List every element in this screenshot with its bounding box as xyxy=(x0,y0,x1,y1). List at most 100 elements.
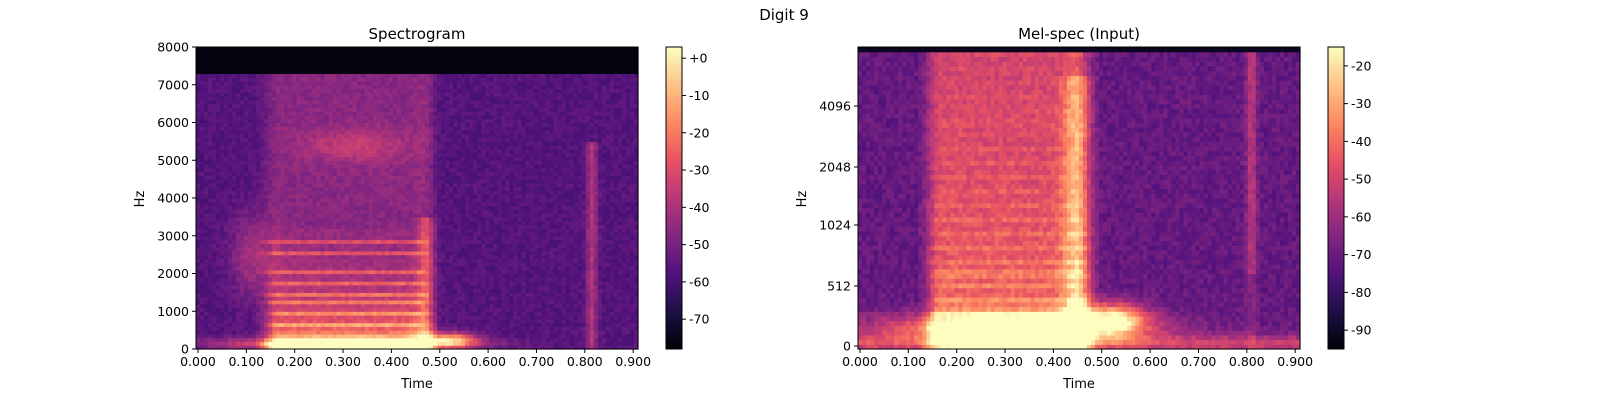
spectrogram-cell xyxy=(268,277,273,282)
spectrogram-cell xyxy=(425,114,430,120)
spectrogram-cell xyxy=(412,111,418,116)
spectrogram-cell xyxy=(256,130,261,135)
spectrogram-cell xyxy=(376,156,382,161)
spectrogram-cell xyxy=(252,231,257,237)
spectrogram-cell xyxy=(425,243,430,248)
spectrogram-cell xyxy=(292,345,298,350)
spectrogram-cell xyxy=(272,201,277,207)
spectrogram-cell xyxy=(352,216,358,222)
spectrogram-cell xyxy=(336,96,342,101)
spectrogram-cell xyxy=(280,333,285,339)
spectrogram-cell xyxy=(272,179,277,184)
spectrogram-cell xyxy=(441,99,446,105)
spectrogram-cell xyxy=(336,235,342,241)
spectrogram-cell xyxy=(264,160,269,165)
spectrogram-cell xyxy=(364,148,370,154)
spectrogram-cell xyxy=(376,341,382,346)
spectrogram-cell xyxy=(212,96,217,101)
spectrogram-cell xyxy=(272,130,277,135)
spectrogram-cell xyxy=(320,220,326,226)
spectrogram-cell xyxy=(240,111,245,116)
spectrogram-cell xyxy=(396,50,402,56)
spectrogram-cell xyxy=(400,292,406,297)
spectrogram-cell xyxy=(320,250,326,256)
spectrogram-cell xyxy=(232,198,237,203)
spectrogram-cell xyxy=(288,111,294,116)
spectrogram-cell xyxy=(408,205,414,210)
spectrogram-cell xyxy=(228,299,233,305)
spectrogram-cell xyxy=(412,198,418,203)
spectrogram-cell xyxy=(216,198,221,203)
spectrogram-cell xyxy=(252,281,257,286)
spectrogram-cell xyxy=(328,73,334,78)
spectrogram-cell xyxy=(232,62,237,67)
spectrogram-cell xyxy=(232,330,237,335)
spectrogram-cell xyxy=(312,145,318,150)
spectrogram-cell xyxy=(232,269,237,275)
spectrogram-cell xyxy=(352,213,358,218)
spectrogram-cell xyxy=(212,201,217,207)
spectrogram-cell xyxy=(388,315,394,320)
spectrogram-cell xyxy=(348,265,354,271)
spectrogram-cell xyxy=(284,288,290,293)
spectrogram-cell xyxy=(284,284,290,290)
spectrogram-cell xyxy=(256,318,261,324)
spectrogram-cell xyxy=(224,277,229,282)
spectrogram-cell xyxy=(200,186,205,192)
spectrogram-cell xyxy=(344,171,350,176)
spectrogram-cell xyxy=(300,145,306,150)
spectrogram-cell xyxy=(400,205,406,210)
spectrogram-cell xyxy=(216,220,221,226)
spectrogram-cell xyxy=(404,73,410,78)
spectrogram-cell xyxy=(396,137,402,142)
spectrogram-cell xyxy=(437,137,442,142)
spectrogram-cell xyxy=(312,216,318,222)
spectrogram-cell xyxy=(316,228,322,233)
spectrogram-cell xyxy=(429,269,434,275)
spectrogram-cell xyxy=(396,311,402,316)
spectrogram-cell xyxy=(408,235,414,241)
spectrogram-cell xyxy=(216,145,221,150)
spectrogram-cell xyxy=(232,265,237,271)
spectrogram-cell xyxy=(300,103,306,109)
spectrogram-cell xyxy=(388,122,394,127)
spectrogram-cell xyxy=(328,152,334,158)
spectrogram-cell xyxy=(292,167,298,173)
spectrogram-cell xyxy=(332,198,338,203)
spectrogram-cell xyxy=(284,247,290,252)
spectrogram-cell xyxy=(417,213,422,218)
spectrogram-cell xyxy=(344,167,350,173)
spectrogram-cell xyxy=(404,330,410,335)
spectrogram-cell xyxy=(296,175,302,180)
spectrogram-cell xyxy=(316,299,322,305)
spectrogram-cell xyxy=(417,54,422,59)
spectrogram-cell xyxy=(376,318,382,324)
spectrogram-cell xyxy=(445,299,450,305)
spectrogram-cell xyxy=(340,337,346,343)
spectrogram-cell xyxy=(316,190,322,195)
spectrogram-cell xyxy=(296,213,302,218)
spectrogram-cell xyxy=(216,122,221,127)
spectrogram-cell xyxy=(280,65,285,71)
spectrogram-cell xyxy=(336,77,342,82)
spectrogram-cell xyxy=(417,65,422,71)
spectrogram-cell xyxy=(425,175,430,180)
spectrogram-cell xyxy=(280,88,285,93)
spectrogram-cell xyxy=(248,107,253,112)
spectrogram-cell xyxy=(224,103,229,109)
spectrogram-cell xyxy=(396,65,402,71)
spectrogram-cell xyxy=(308,254,314,260)
spectrogram-cell xyxy=(332,292,338,297)
spectrogram-cell xyxy=(376,171,382,176)
spectrogram-cell xyxy=(364,137,370,142)
spectrogram-cell xyxy=(417,250,422,256)
spectrogram-cell xyxy=(204,205,209,210)
spectrogram-cell xyxy=(348,58,354,63)
spectrogram-cell xyxy=(244,311,249,316)
spectrogram-cell xyxy=(252,88,257,93)
spectrogram-cell xyxy=(376,216,382,222)
spectrogram-cell xyxy=(437,299,442,305)
spectrogram-cell xyxy=(204,80,209,86)
spectrogram-cell xyxy=(220,122,225,127)
spectrogram-cell xyxy=(429,171,434,176)
